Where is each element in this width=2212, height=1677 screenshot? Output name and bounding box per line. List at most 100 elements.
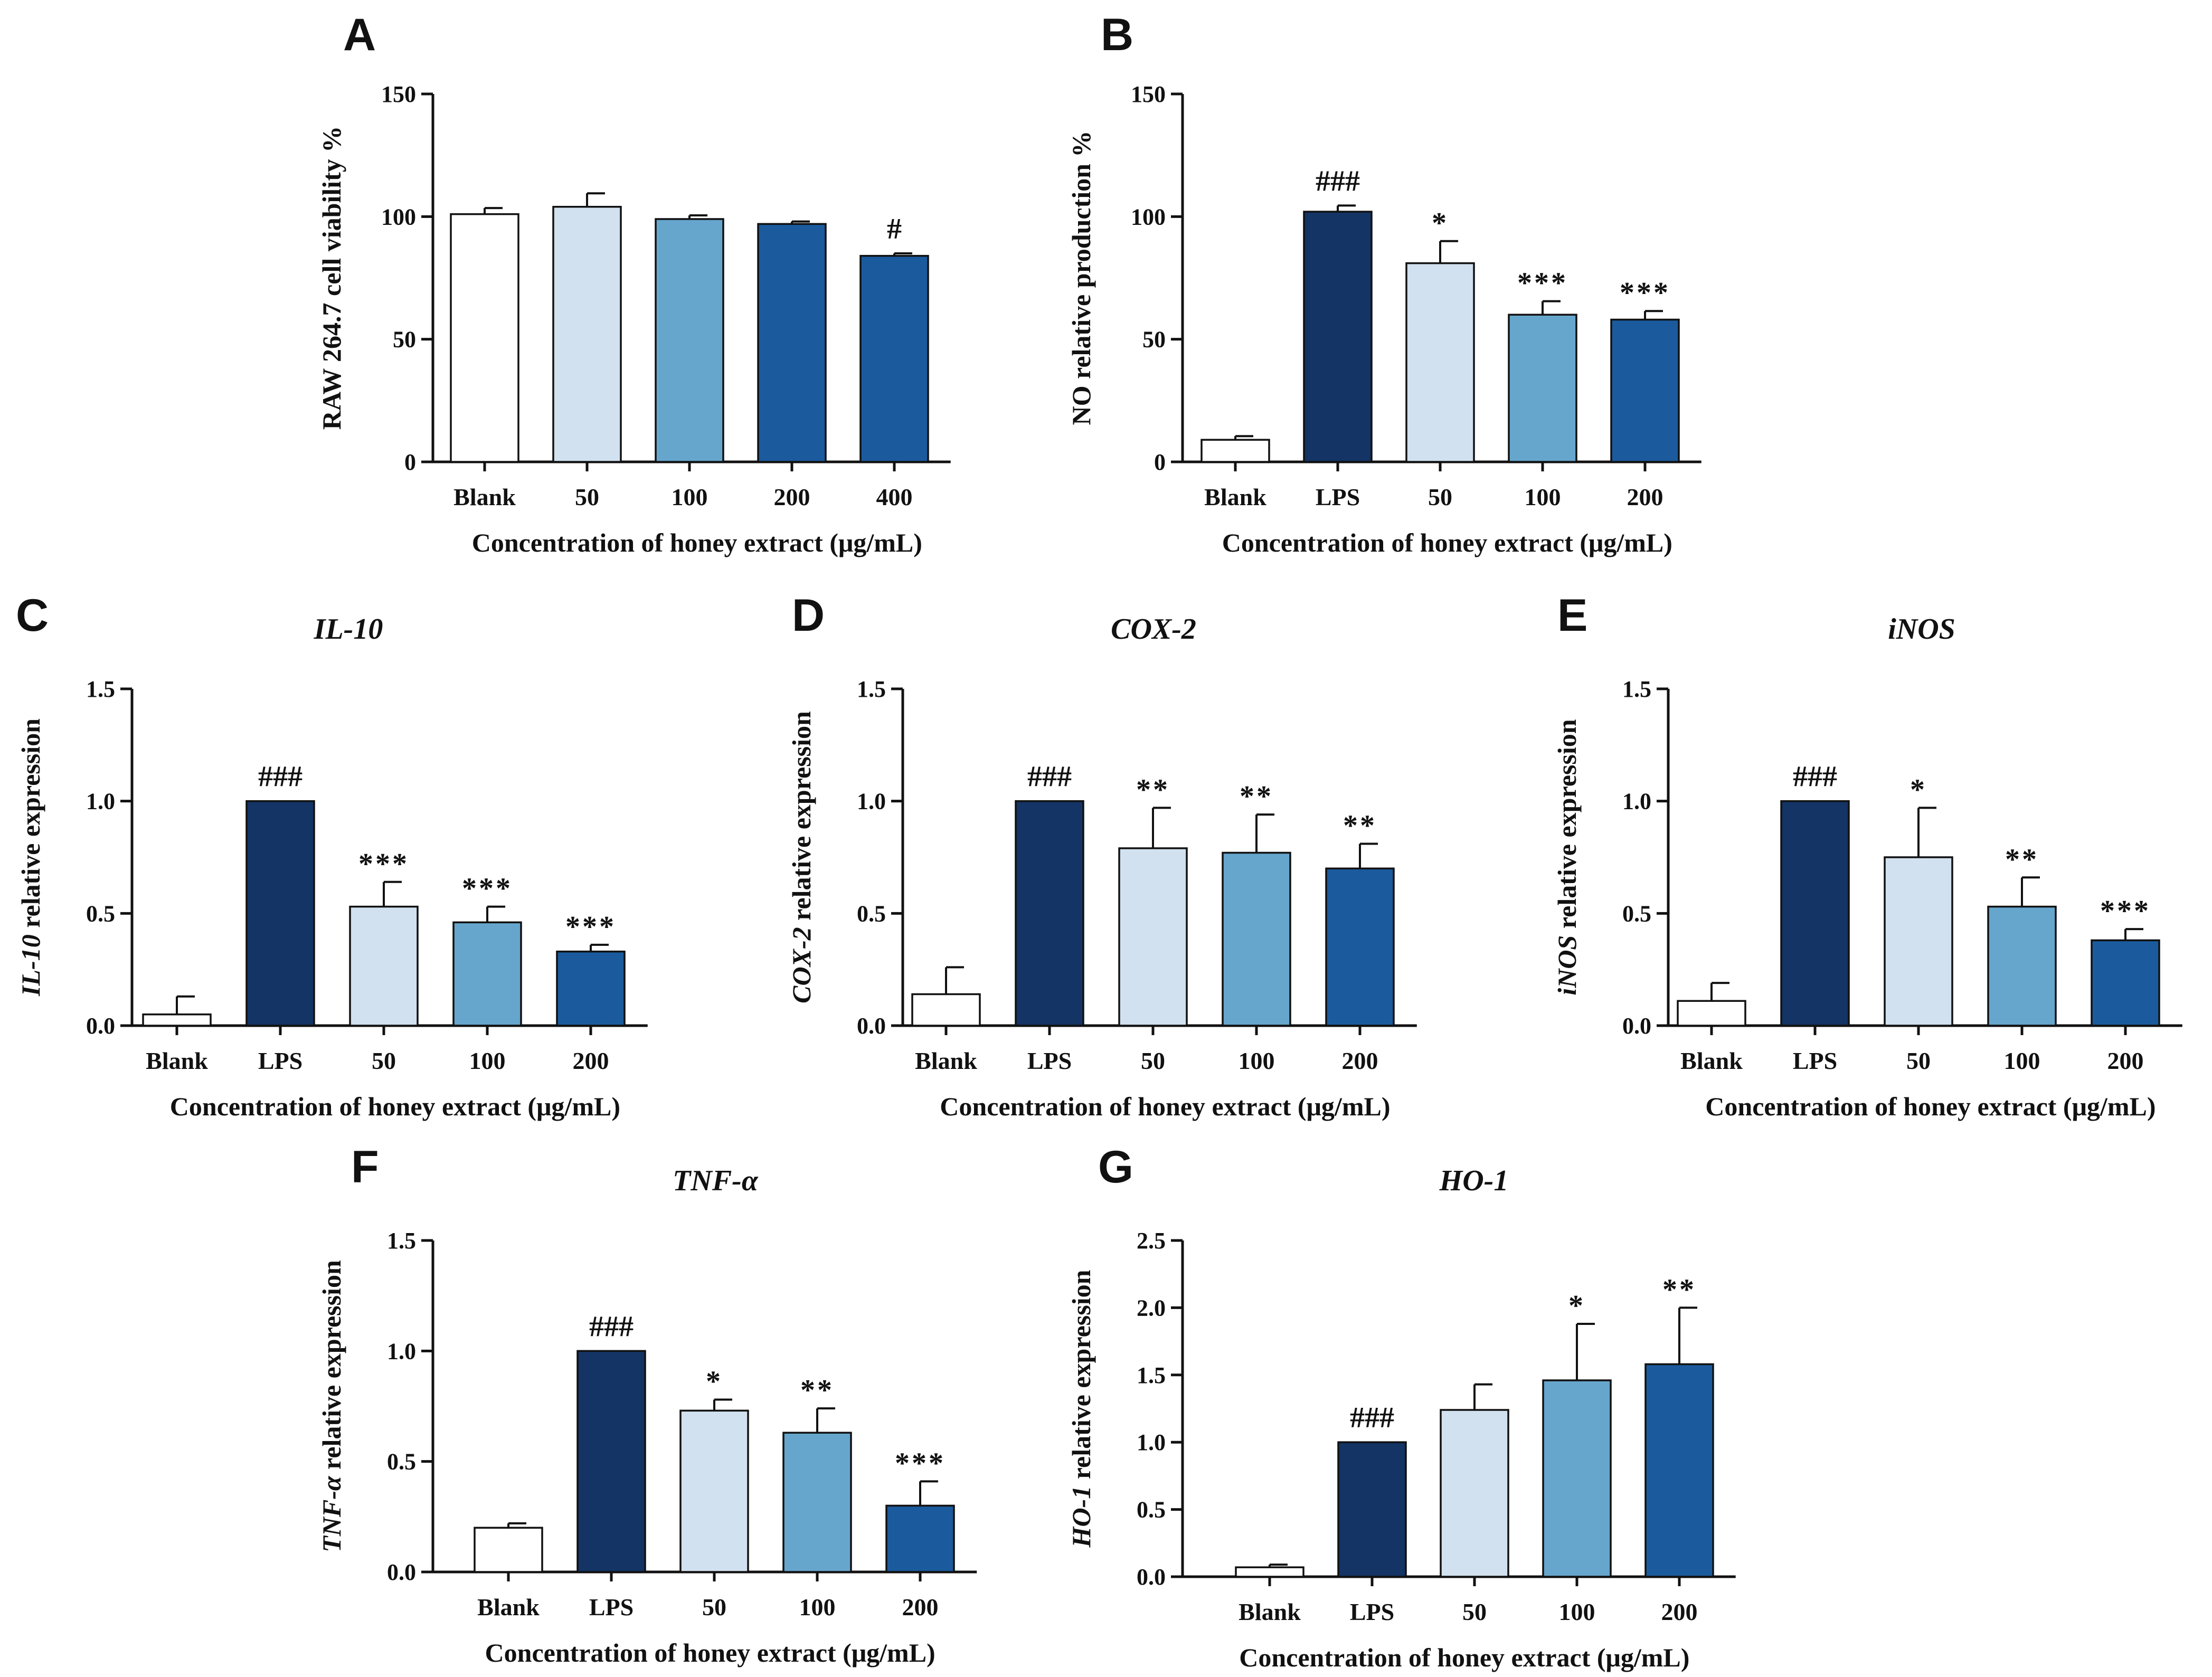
y-tick-label: 150 bbox=[1131, 81, 1166, 107]
y-tick-label: 100 bbox=[1131, 204, 1166, 230]
category-label: Blank bbox=[1204, 484, 1266, 510]
chart-title: iNOS bbox=[1888, 613, 1955, 646]
category-label: Blank bbox=[453, 484, 516, 510]
panel-c: C IL-10 0.0 0.5 1.0 1.5 Blank LPS ### 50 *** 100 ***… bbox=[16, 590, 648, 1121]
panel-letter: A bbox=[343, 10, 376, 60]
significance-label: *** bbox=[1517, 267, 1568, 300]
category-label: 50 bbox=[1428, 484, 1452, 510]
y-tick-label: 0.0 bbox=[857, 1013, 886, 1039]
panel-letter: C bbox=[16, 590, 49, 641]
category-label: LPS bbox=[1793, 1047, 1837, 1074]
significance-label: * bbox=[1568, 1290, 1585, 1322]
bar-50 bbox=[1884, 856, 1953, 1027]
panel-b: B 0 50 100 150 Blank LPS ### 50 * 100 *** 200 *** Conc… bbox=[1066, 10, 1701, 557]
category-label: 100 bbox=[1239, 1047, 1275, 1074]
y-axis-label: RAW 264.7 cell viability % bbox=[317, 126, 346, 430]
bar-100 bbox=[1508, 314, 1577, 463]
y-axis-label: IL-10 relative expression bbox=[16, 718, 45, 997]
panel-letter: G bbox=[1098, 1142, 1133, 1192]
bar-100 bbox=[782, 1432, 852, 1573]
significance-label: ### bbox=[1316, 165, 1360, 197]
y-tick-label: 0.0 bbox=[1137, 1564, 1166, 1590]
x-axis-label: Concentration of honey extract (μg/mL) bbox=[940, 1092, 1390, 1121]
y-axis-label: HO-1 relative expression bbox=[1066, 1269, 1096, 1548]
bar-blank bbox=[1677, 1000, 1746, 1027]
x-axis-label: Concentration of honey extract (μg/mL) bbox=[1222, 528, 1672, 557]
bar-lps bbox=[245, 800, 315, 1027]
significance-label: *** bbox=[358, 848, 409, 880]
panel-letter: D bbox=[792, 590, 825, 641]
y-tick-label: 1.0 bbox=[387, 1338, 416, 1364]
bar-100 bbox=[1987, 905, 2057, 1027]
y-tick-label: 1.0 bbox=[857, 789, 886, 814]
bar-lps bbox=[576, 1350, 646, 1573]
bar-50 bbox=[349, 905, 419, 1027]
category-label: 100 bbox=[1525, 484, 1561, 510]
bar-lps bbox=[1337, 1441, 1407, 1578]
significance-label: * bbox=[706, 1365, 723, 1398]
significance-label: ** bbox=[1240, 780, 1273, 813]
bar-200 bbox=[1610, 318, 1680, 463]
panel-f: F TNF-α 0.0 0.5 1.0 1.5 Blank LPS ### 50 * 100 ** 200… bbox=[317, 1142, 977, 1667]
y-tick-label: 100 bbox=[381, 204, 416, 230]
significance-label: ** bbox=[800, 1374, 834, 1407]
category-label: Blank bbox=[477, 1594, 540, 1621]
significance-label: ### bbox=[258, 761, 303, 793]
category-label: 200 bbox=[902, 1594, 939, 1621]
significance-label: ** bbox=[1343, 809, 1377, 842]
category-label: 50 bbox=[1141, 1047, 1165, 1074]
category-label: 100 bbox=[2004, 1047, 2040, 1074]
significance-label: *** bbox=[1620, 277, 1670, 309]
y-tick-label: 2.5 bbox=[1137, 1228, 1166, 1254]
bar-blank bbox=[142, 1013, 212, 1027]
bar-100 bbox=[655, 218, 724, 463]
x-axis-label: Concentration of honey extract (μg/mL) bbox=[1705, 1092, 2156, 1121]
y-tick-label: 0.0 bbox=[86, 1013, 115, 1039]
bar-lps bbox=[1780, 800, 1850, 1027]
panel-g: G HO-1 0.0 0.5 1.0 1.5 2.0 2.5 Blank LPS ### 50 100 *… bbox=[1066, 1142, 1736, 1672]
y-tick-label: 0 bbox=[1154, 449, 1166, 475]
y-tick-label: 0 bbox=[404, 449, 416, 475]
bar-blank bbox=[911, 993, 981, 1027]
bar-blank bbox=[450, 213, 519, 463]
panel-d: D COX-2 0.0 0.5 1.0 1.5 Blank LPS ### 50 ** 100 ** 20… bbox=[787, 590, 1417, 1121]
chart-title: IL-10 bbox=[314, 613, 383, 646]
significance-label: ### bbox=[1350, 1401, 1394, 1434]
bar-50 bbox=[1405, 262, 1475, 463]
y-axis-label: COX-2 relative expression bbox=[787, 711, 816, 1003]
y-tick-label: 0.5 bbox=[1622, 901, 1651, 926]
y-tick-label: 0.0 bbox=[387, 1559, 416, 1585]
y-tick-label: 50 bbox=[1142, 327, 1166, 353]
bar-200 bbox=[1644, 1363, 1714, 1578]
y-tick-label: 0.5 bbox=[86, 901, 115, 926]
panel-letter: E bbox=[1557, 590, 1587, 641]
y-tick-label: 50 bbox=[393, 327, 416, 353]
bar-50 bbox=[552, 205, 622, 463]
category-label: 100 bbox=[672, 484, 708, 510]
bar-blank bbox=[1200, 439, 1270, 463]
category-label: Blank bbox=[1680, 1047, 1743, 1074]
y-tick-label: 1.5 bbox=[1622, 676, 1651, 702]
significance-label: *** bbox=[2100, 895, 2151, 927]
y-tick-label: 0.5 bbox=[1137, 1497, 1166, 1523]
bar-blank bbox=[474, 1527, 543, 1573]
category-label: 400 bbox=[876, 484, 913, 510]
chart-title: TNF-α bbox=[673, 1164, 759, 1197]
y-tick-label: 1.5 bbox=[1137, 1362, 1166, 1388]
chart-title: HO-1 bbox=[1439, 1164, 1509, 1197]
bar-50 bbox=[1440, 1409, 1509, 1578]
bar-100 bbox=[1222, 851, 1291, 1027]
bar-blank bbox=[1235, 1566, 1304, 1578]
x-axis-label: Concentration of honey extract (μg/mL) bbox=[472, 528, 922, 557]
significance-label: * bbox=[1910, 773, 1927, 806]
significance-label: ### bbox=[1793, 761, 1837, 793]
category-label: 50 bbox=[702, 1594, 726, 1621]
category-label: LPS bbox=[258, 1047, 303, 1074]
significance-label: ** bbox=[1662, 1273, 1696, 1306]
significance-label: ### bbox=[1027, 761, 1072, 793]
bar-400 bbox=[859, 254, 929, 463]
y-tick-label: 1.0 bbox=[86, 789, 115, 814]
category-label: LPS bbox=[1350, 1598, 1394, 1625]
